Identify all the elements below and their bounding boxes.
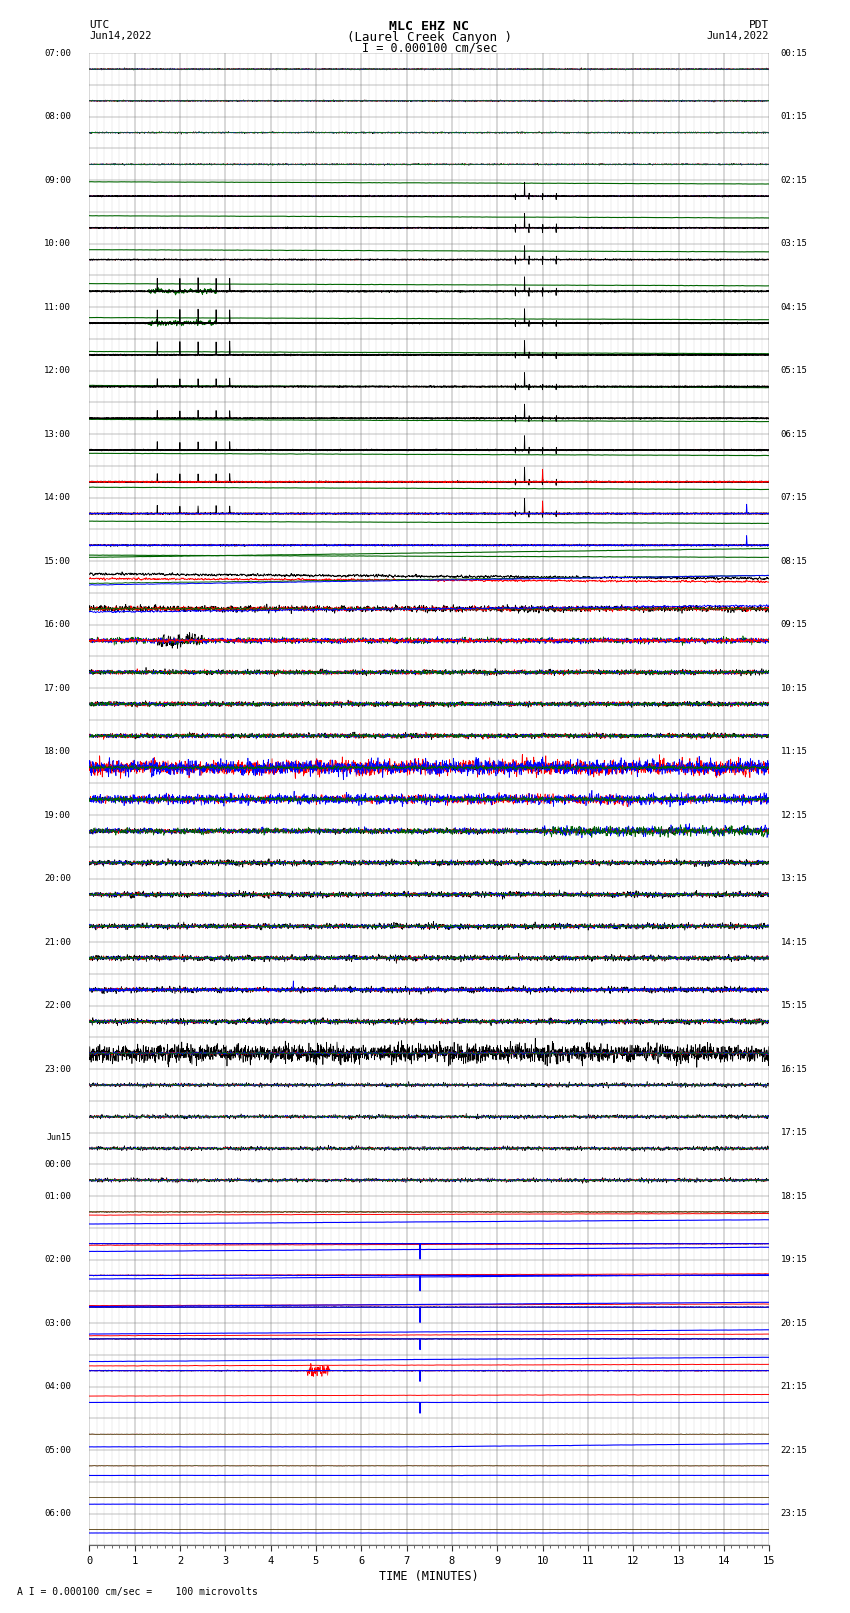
Text: 23:00: 23:00 (44, 1065, 71, 1074)
Text: 17:00: 17:00 (44, 684, 71, 692)
Text: 00:00: 00:00 (44, 1160, 71, 1169)
Text: 00:15: 00:15 (780, 48, 808, 58)
Text: 07:15: 07:15 (780, 494, 808, 502)
Text: 22:15: 22:15 (780, 1445, 808, 1455)
Text: 06:00: 06:00 (44, 1510, 71, 1518)
Text: 16:15: 16:15 (780, 1065, 808, 1074)
Text: 11:15: 11:15 (780, 747, 808, 756)
Text: 03:00: 03:00 (44, 1318, 71, 1327)
Text: UTC: UTC (89, 19, 110, 31)
Text: 02:15: 02:15 (780, 176, 808, 185)
Text: 05:00: 05:00 (44, 1445, 71, 1455)
Text: 13:00: 13:00 (44, 429, 71, 439)
Text: MLC EHZ NC: MLC EHZ NC (389, 19, 469, 34)
Text: 14:00: 14:00 (44, 494, 71, 502)
Text: 21:00: 21:00 (44, 937, 71, 947)
Text: 04:15: 04:15 (780, 303, 808, 311)
Text: 18:15: 18:15 (780, 1192, 808, 1200)
Text: 15:00: 15:00 (44, 556, 71, 566)
Text: Jun14,2022: Jun14,2022 (706, 31, 769, 40)
Text: 08:00: 08:00 (44, 113, 71, 121)
Text: 01:00: 01:00 (44, 1192, 71, 1200)
Text: 08:15: 08:15 (780, 556, 808, 566)
Text: (Laurel Creek Canyon ): (Laurel Creek Canyon ) (347, 31, 512, 44)
Text: 04:00: 04:00 (44, 1382, 71, 1390)
Text: 03:15: 03:15 (780, 239, 808, 248)
Text: A I = 0.000100 cm/sec =    100 microvolts: A I = 0.000100 cm/sec = 100 microvolts (17, 1587, 258, 1597)
Text: 21:15: 21:15 (780, 1382, 808, 1390)
Text: 12:00: 12:00 (44, 366, 71, 376)
Text: I = 0.000100 cm/sec: I = 0.000100 cm/sec (361, 40, 497, 55)
Text: 13:15: 13:15 (780, 874, 808, 882)
Text: 06:15: 06:15 (780, 429, 808, 439)
Text: 23:15: 23:15 (780, 1510, 808, 1518)
Text: Jun14,2022: Jun14,2022 (89, 31, 152, 40)
Text: 16:00: 16:00 (44, 619, 71, 629)
Text: 12:15: 12:15 (780, 811, 808, 819)
Text: 01:15: 01:15 (780, 113, 808, 121)
Text: 07:00: 07:00 (44, 48, 71, 58)
Text: 19:00: 19:00 (44, 811, 71, 819)
Text: Jun15: Jun15 (46, 1132, 71, 1142)
Text: 20:15: 20:15 (780, 1318, 808, 1327)
X-axis label: TIME (MINUTES): TIME (MINUTES) (379, 1569, 479, 1582)
Text: 10:00: 10:00 (44, 239, 71, 248)
Text: 18:00: 18:00 (44, 747, 71, 756)
Text: 17:15: 17:15 (780, 1127, 808, 1137)
Text: 09:15: 09:15 (780, 619, 808, 629)
Text: 11:00: 11:00 (44, 303, 71, 311)
Text: 02:00: 02:00 (44, 1255, 71, 1265)
Text: 15:15: 15:15 (780, 1002, 808, 1010)
Text: 20:00: 20:00 (44, 874, 71, 882)
Text: 14:15: 14:15 (780, 937, 808, 947)
Text: 22:00: 22:00 (44, 1002, 71, 1010)
Text: PDT: PDT (749, 19, 769, 31)
Text: 19:15: 19:15 (780, 1255, 808, 1265)
Text: 05:15: 05:15 (780, 366, 808, 376)
Text: 09:00: 09:00 (44, 176, 71, 185)
Text: 10:15: 10:15 (780, 684, 808, 692)
